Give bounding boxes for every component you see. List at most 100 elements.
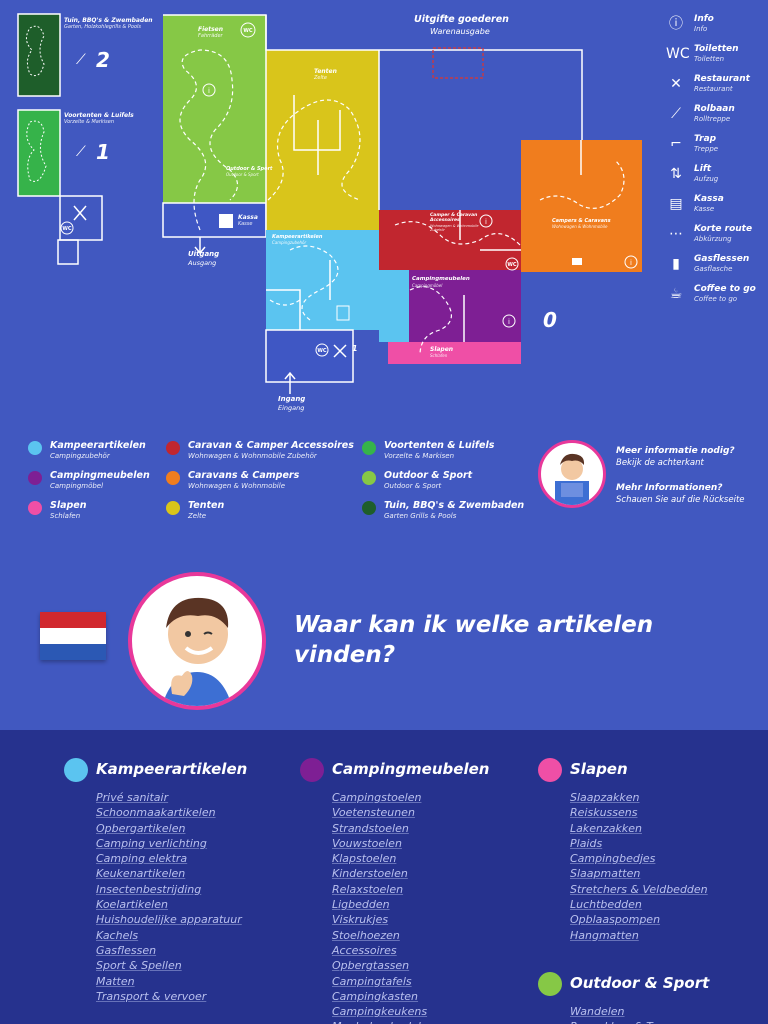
category-sub: Wohnwagen & Wohnmobile Zubehör — [188, 452, 317, 460]
legend-sub: Restaurant — [694, 85, 733, 93]
legend-title: Toiletten — [694, 44, 739, 54]
category-sub: Campingmöbel — [50, 482, 104, 490]
color-dot — [362, 471, 376, 485]
escalator-icon: ⟋ — [76, 52, 86, 68]
list-item: Opbergtassen — [332, 959, 410, 973]
legend-title: Lift — [694, 164, 712, 174]
list-title: Campingmeubelen — [332, 760, 490, 778]
goods-issue-area — [432, 47, 484, 79]
color-dot — [166, 441, 180, 455]
escalator-icon: ⟋ — [76, 144, 86, 160]
store-map: i i i i WC WC WC WC — [17, 13, 642, 394]
color-dot — [300, 758, 324, 782]
floor-2-label: 2 — [96, 48, 110, 72]
legend-item: ⋯ Korte route Abkürzung — [666, 224, 766, 250]
svg-text:WC: WC — [317, 348, 327, 354]
zone-kampeer-label: Kampeerartikelen — [272, 234, 323, 240]
category-name: Tuin, BBQ's & Zwembaden — [384, 500, 525, 511]
legend-item: ▮ Gasflessen Gasflasche — [666, 254, 766, 280]
short-route-icon: ⋯ — [669, 226, 683, 242]
list-item: Campingtafels — [332, 974, 412, 988]
legend-sub: Coffee to go — [694, 295, 738, 303]
level-1-marker: 1 — [352, 344, 358, 353]
legend-item: ⟋ Rolbaan Rolltreppe — [666, 104, 766, 130]
category-sub: Schlafen — [50, 512, 81, 520]
list-title: Outdoor & Sport — [570, 974, 710, 992]
gas-bottle-icon: ▮ — [672, 256, 680, 272]
coffee-icon: ☕ — [669, 286, 683, 302]
legend-title: Info — [694, 14, 714, 24]
list-item: Campingkasten — [332, 989, 419, 1003]
uitgifte-sub: Warenausgabe — [430, 27, 490, 36]
list-item: Matten — [96, 974, 135, 988]
zone-voortenten-small — [17, 109, 61, 197]
color-dot — [28, 441, 42, 455]
list-item: Reiskussens — [570, 806, 638, 820]
zone-fietsen — [163, 15, 266, 203]
info-icon: ⓘ — [669, 16, 683, 32]
page-headline: Waar kan ik welke artikelen vinden? — [294, 612, 654, 668]
zone-tuin-small — [17, 13, 61, 97]
area-lift-small — [57, 239, 79, 265]
category-sub: Outdoor & Sport — [384, 482, 442, 490]
info-question-nl: Meer informatie nodig? — [616, 446, 735, 456]
list-item: Sport & Spellen — [96, 959, 182, 973]
list-item: Opblaaspompen — [570, 913, 661, 927]
color-dot — [166, 501, 180, 515]
list-kampeerartikelen: Kampeerartikelen Privé sanitair Schoonmaa… — [64, 758, 247, 1004]
category-name: Campingmeubelen — [50, 470, 150, 481]
zone-slapen — [388, 342, 521, 364]
list-item: Gasflessen — [96, 943, 157, 957]
list-item: Campingkeukens — [332, 1005, 428, 1019]
zone-tuin-label: Tuin, BBQ's & Zwembaden — [64, 17, 153, 24]
list-title: Kampeerartikelen — [96, 760, 248, 778]
avatar-small — [538, 440, 606, 508]
list-title: Slapen — [570, 760, 628, 778]
list-item: Vouwstoelen — [332, 836, 402, 850]
list-item: Plaids — [570, 836, 603, 850]
zone-fietsen-label: Fietsen — [198, 26, 224, 33]
info-question-de: Mehr Informationen? — [616, 483, 723, 493]
svg-text:i: i — [208, 87, 210, 95]
color-dot — [64, 758, 88, 782]
list-item: Campingbedjes — [570, 852, 656, 866]
zone-campingmeubelen-sub: Campingmöbel — [412, 283, 443, 288]
legend-title: Coffee to go — [694, 284, 756, 294]
category-lists: Kampeerartikelen Privé sanitair Schoonmaa… — [0, 730, 768, 1024]
list-item: Huishoudelijke apparatuur — [96, 913, 242, 927]
svg-text:WC: WC — [243, 28, 253, 34]
list-item: Luchtbedden — [570, 898, 642, 912]
toilet-icon: WC — [666, 46, 690, 62]
list-outdoor: Outdoor & Sport WandelenRugzakken & Tass… — [538, 972, 709, 1024]
wc-markers — [60, 22, 519, 357]
list-item: Rugzakken & Tassen — [570, 1019, 684, 1024]
zone-camper-acc — [379, 210, 521, 270]
zone-campingmeubelen-label: Campingmeubelen — [412, 276, 470, 282]
zone-fietsen-sub: Fahrräder — [198, 33, 223, 39]
legend-item: ⇅ Lift Aufzug — [666, 164, 766, 190]
zone-tuin-sub: Garten, Holzkohlegrills & Pools — [64, 24, 142, 30]
category-sub: Vorzelte & Markisen — [384, 452, 455, 460]
list-item: Klapstoelen — [332, 852, 397, 866]
color-dot — [28, 501, 42, 515]
zone-campers-label: Campers & Caravans — [552, 218, 611, 224]
short-route-tuin — [26, 25, 45, 77]
category-sub: Campingzubehör — [50, 452, 110, 460]
legend-title: Rolbaan — [694, 104, 735, 114]
list-item: Strandstoelen — [332, 821, 409, 835]
legend-sub: Abkürzung — [694, 235, 732, 243]
restaurant-marker — [73, 205, 87, 221]
category-name: Tenten — [188, 500, 225, 511]
category-sub: Zelte — [188, 512, 207, 520]
dutch-flag — [40, 612, 106, 660]
color-dot — [362, 501, 376, 515]
zone-kampeer-sub: Campingzubehör — [272, 240, 307, 245]
inner-walls — [265, 15, 582, 342]
legend-title: Kassa — [694, 194, 724, 204]
category-name: Kampeerartikelen — [50, 440, 146, 451]
zone-outdoor-sub: Outdoor & Sport — [226, 172, 259, 177]
legend-sub: Info — [694, 25, 708, 33]
legend-sub: Rolltreppe — [694, 115, 731, 123]
zone-kassa — [162, 202, 267, 238]
list-item: Kachels — [96, 928, 139, 942]
